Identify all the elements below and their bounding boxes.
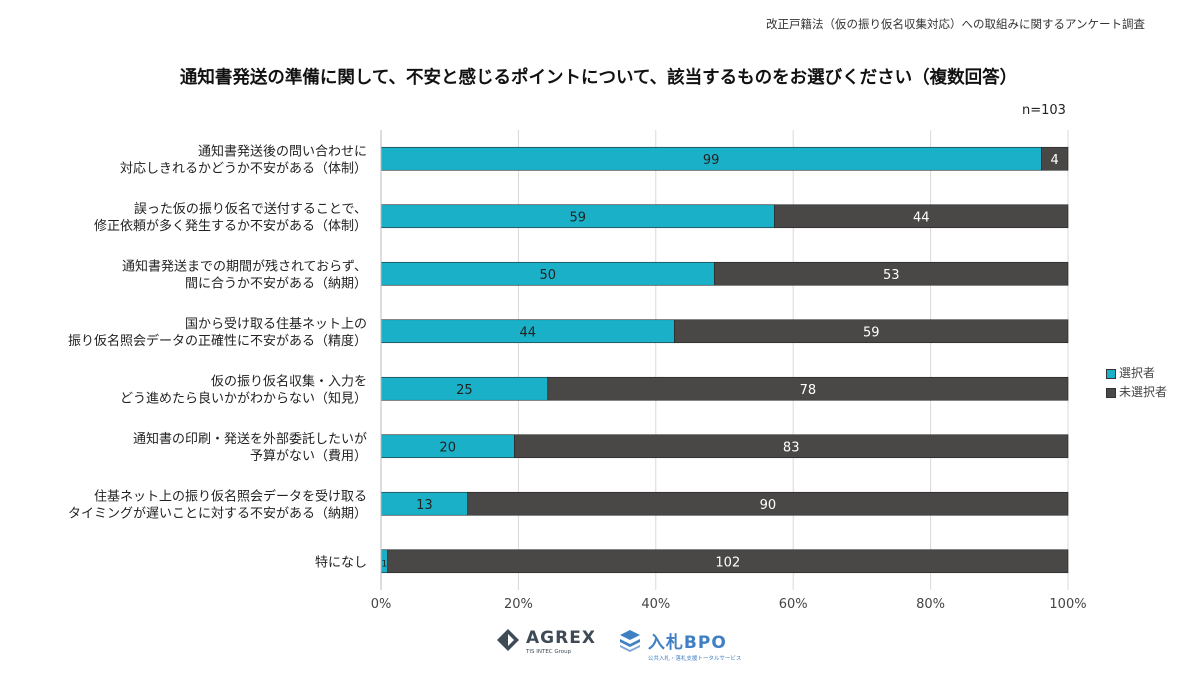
data-label-not-selected: 102 xyxy=(715,555,740,570)
sample-size-label: n=103 xyxy=(1022,103,1066,118)
category-label: 誤った仮の振り仮名で送付することで、 xyxy=(134,201,367,217)
category-label: タイミングが遅いことに対する不安がある（納期） xyxy=(68,506,367,521)
data-label-selected: 25 xyxy=(456,383,473,398)
category-label: 対応しきれるかどうか不安がある（体制） xyxy=(120,161,367,176)
category-label: 予算がない（費用） xyxy=(250,449,367,464)
legend-label-not-selected: 未選択者 xyxy=(1119,385,1168,399)
data-label-not-selected: 53 xyxy=(883,268,900,283)
category-label: 仮の振り仮名収集・入力を xyxy=(211,373,367,389)
bar-not-selected xyxy=(514,434,1069,459)
x-tick-label: 100% xyxy=(1049,597,1086,612)
chart-title: 通知書発送の準備に関して、不安と感じるポイントについて、該当するものをお選びくだ… xyxy=(179,68,1018,88)
x-tick-label: 60% xyxy=(779,597,808,612)
agrex-logo: AGREX TIS INTEC Group xyxy=(496,628,596,655)
legend-swatch-not-selected xyxy=(1106,387,1116,398)
agrex-logo-name: AGREX xyxy=(526,628,596,648)
legend-item-selected: 選択者 xyxy=(1106,364,1167,383)
data-label-selected: 1 xyxy=(381,559,387,569)
category-label: 通知書の印刷・発送を外部委託したいが xyxy=(133,431,367,447)
data-label-not-selected: 83 xyxy=(783,440,800,455)
x-tick-label: 20% xyxy=(504,597,533,612)
bpo-logo: 入札BPO 公共入札・落札支援トータルサービス xyxy=(618,628,742,662)
agrex-logo-icon xyxy=(497,629,519,651)
bar-not-selected xyxy=(467,491,1069,516)
footer-logos: AGREX TIS INTEC Group 入札BPO 公共入札・落札支援トータ… xyxy=(496,628,741,662)
legend-item-not-selected: 未選択者 xyxy=(1106,383,1167,402)
bar-not-selected xyxy=(674,319,1069,344)
data-label-selected: 50 xyxy=(539,268,556,283)
category-label: 振り仮名照会データの正確性に不安がある（精度） xyxy=(68,333,367,349)
data-label-selected: 59 xyxy=(569,210,586,225)
bpo-logo-name: 入札BPO xyxy=(647,633,727,653)
data-label-not-selected: 44 xyxy=(913,210,930,225)
bar-not-selected xyxy=(714,261,1069,286)
bar-not-selected xyxy=(1041,146,1069,171)
category-label: 間に合うか不安がある（納期） xyxy=(185,276,367,291)
category-label: どう進めたら良いかがわからない（知見） xyxy=(120,390,367,406)
category-label: 修正依頼が多く発生するか不安がある（体制） xyxy=(94,218,367,234)
category-label: 通知書発送までの期間が残されておらず、 xyxy=(122,258,367,274)
category-label: 国から受け取る住基ネット上の xyxy=(185,317,367,332)
x-tick-label: 40% xyxy=(641,597,670,612)
data-label-not-selected: 90 xyxy=(760,498,777,513)
data-label-selected: 44 xyxy=(519,325,536,340)
legend-swatch-selected xyxy=(1106,368,1116,379)
data-label-not-selected: 59 xyxy=(863,325,880,340)
x-tick-label: 0% xyxy=(371,597,392,612)
legend-label-selected: 選択者 xyxy=(1119,366,1156,380)
survey-title: 改正戸籍法（仮の振り仮名収集対応）への取組みに関するアンケート調査 xyxy=(765,17,1145,31)
data-label-not-selected: 4 xyxy=(1051,153,1059,168)
data-label-selected: 99 xyxy=(703,153,720,168)
data-label-selected: 13 xyxy=(416,498,433,513)
bpo-logo-icon xyxy=(619,630,640,652)
bpo-logo-sub: 公共入札・落札支援トータルサービス xyxy=(647,656,742,662)
data-label-not-selected: 78 xyxy=(800,383,817,398)
category-label: 通知書発送後の問い合わせに xyxy=(198,143,367,159)
agrex-logo-sub: TIS INTEC Group xyxy=(526,649,572,655)
bar-not-selected xyxy=(774,204,1069,229)
legend: 選択者 未選択者 xyxy=(1106,364,1167,402)
bar-not-selected xyxy=(547,376,1069,401)
category-label: 特になし xyxy=(315,555,367,570)
x-tick-label: 80% xyxy=(916,597,945,612)
bar-not-selected xyxy=(387,549,1069,574)
data-label-selected: 20 xyxy=(439,440,456,455)
category-label: 住基ネット上の振り仮名照会データを受け取る xyxy=(94,488,367,504)
